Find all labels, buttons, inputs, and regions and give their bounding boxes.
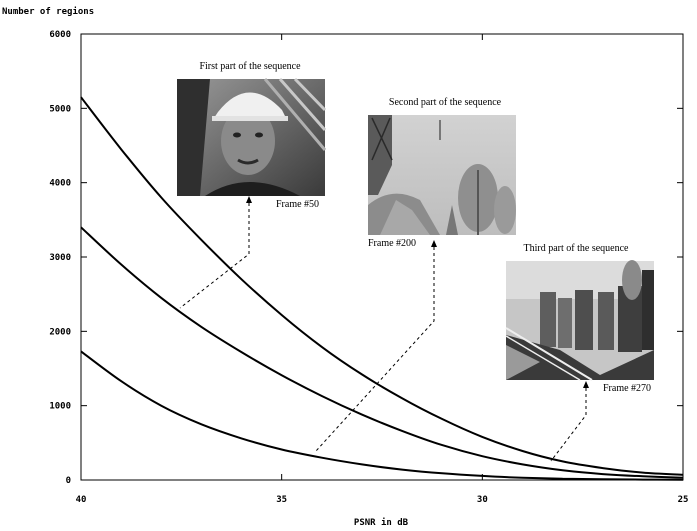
series-line-2: [80, 226, 684, 479]
y-axis-label: Number of regions: [2, 6, 94, 17]
pointer-second-arrowhead: [431, 240, 437, 247]
y-tick-label: 2000: [49, 327, 71, 337]
y-tick-label: 3000: [49, 253, 71, 263]
annotation-arrowheads: [246, 196, 589, 388]
annotation-second-frame-label: Frame #200: [368, 238, 416, 249]
x-tick-label: 25: [678, 495, 689, 505]
x-ticks: 40 35 30 25: [76, 34, 689, 505]
frame-50-thumbnail: [177, 77, 327, 196]
pointer-second: [315, 241, 435, 452]
series-line-3: [80, 350, 684, 481]
x-tick-label: 35: [276, 495, 287, 505]
pointer-first-arrowhead: [246, 196, 252, 203]
y-tick-label: 5000: [49, 104, 71, 114]
x-tick-label: 40: [76, 495, 87, 505]
pointer-third: [550, 382, 587, 462]
pointer-first: [179, 197, 250, 309]
y-tick-label: 1000: [49, 402, 71, 412]
annotation-first-frame-label: Frame #50: [276, 199, 319, 210]
series-line-1: [80, 96, 684, 476]
x-axis-label: PSNR in dB: [354, 517, 409, 528]
plot-frame: [80, 33, 684, 481]
y-ticks: 0 1000 2000 3000 4000 5000 6000: [49, 30, 683, 486]
annotation-first: First part of the sequence Frame #50: [177, 61, 327, 210]
annotation-third-frame-label: Frame #270: [603, 383, 651, 394]
annotation-third: Third part of the sequence Frame #270: [505, 243, 654, 394]
y-tick-label: 4000: [49, 179, 71, 189]
annotation-pointers: [179, 197, 587, 462]
annotation-third-title: Third part of the sequence: [524, 243, 630, 254]
annotation-second-title: Second part of the sequence: [389, 97, 502, 108]
series-lines: [80, 96, 684, 481]
y-tick-label: 6000: [49, 30, 71, 40]
pointer-third-arrowhead: [583, 381, 589, 388]
y-tick-label: 0: [66, 476, 71, 486]
frame-200-thumbnail: [368, 115, 516, 235]
x-tick-label: 30: [477, 495, 488, 505]
annotation-second: Second part of the sequence Frame #200: [368, 97, 516, 249]
annotation-first-title: First part of the sequence: [199, 61, 301, 72]
frame-270-thumbnail: [505, 260, 654, 381]
